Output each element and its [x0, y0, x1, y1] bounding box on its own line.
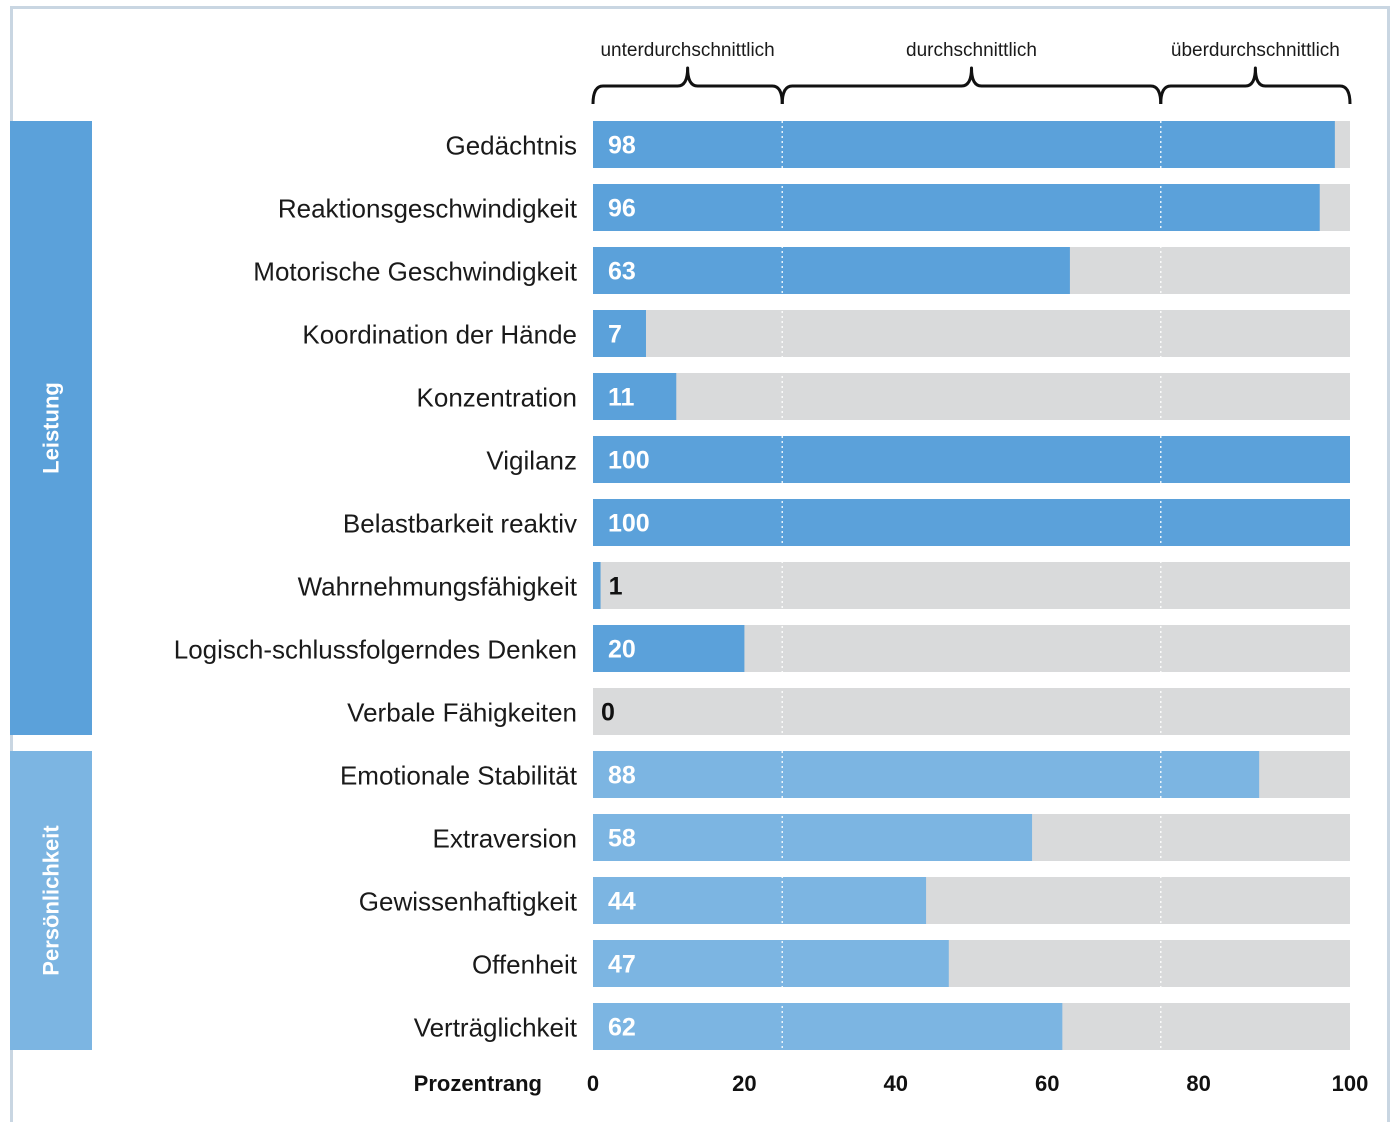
category-label: Gewissenhaftigkeit [359, 887, 578, 917]
category-label: Extraversion [433, 824, 578, 854]
band-brace [780, 66, 1163, 105]
value-label: 96 [608, 195, 636, 223]
bar-track [593, 310, 1350, 357]
bar [593, 121, 1335, 168]
band-brace [591, 66, 784, 105]
category-label: Vigilanz [486, 446, 577, 476]
value-label: 11 [608, 384, 635, 412]
value-label: 88 [608, 762, 636, 790]
band-label: überdurchschnittlich [1171, 40, 1340, 61]
bar [593, 310, 646, 357]
group-label: Persönlichkeit [39, 825, 64, 976]
group-bar [10, 121, 92, 735]
band-brace [1159, 66, 1352, 105]
bar [593, 499, 1350, 546]
category-label: Belastbarkeit reaktiv [343, 509, 577, 539]
bar [593, 436, 1350, 483]
category-label: Logisch-schlussfolgerndes Denken [174, 635, 577, 665]
x-tick-label: 100 [1332, 1071, 1369, 1096]
value-label: 1 [609, 573, 623, 601]
bar-track [593, 562, 1350, 609]
bar [593, 751, 1260, 798]
category-label: Reaktionsgeschwindigkeit [278, 194, 578, 224]
category-label: Koordination der Hände [302, 320, 577, 350]
value-label: 62 [608, 1014, 636, 1042]
category-label: Offenheit [472, 950, 578, 980]
bar [593, 814, 1033, 861]
value-label: 20 [608, 636, 636, 664]
value-label: 0 [601, 699, 615, 727]
value-label: 63 [608, 258, 636, 286]
x-axis-title: Prozentrang [414, 1071, 542, 1096]
category-label: Verbale Fähigkeiten [347, 698, 577, 728]
bar-track [593, 688, 1350, 735]
band-label: unterdurchschnittlich [600, 40, 774, 61]
x-tick-label: 20 [732, 1071, 756, 1096]
group-label: Leistung [39, 382, 64, 474]
category-label: Verträglichkeit [414, 1013, 578, 1043]
value-label: 100 [608, 510, 650, 538]
bar [593, 940, 949, 987]
value-label: 100 [608, 447, 650, 475]
category-label: Gedächtnis [445, 131, 577, 161]
value-label: 98 [608, 132, 636, 160]
value-label: 47 [608, 951, 636, 979]
category-label: Konzentration [417, 383, 577, 413]
bar [593, 1003, 1063, 1050]
group-bar [10, 751, 92, 1050]
bar [593, 562, 601, 609]
category-label: Motorische Geschwindigkeit [253, 257, 577, 287]
bar [593, 877, 927, 924]
value-label: 58 [608, 825, 636, 853]
category-label: Wahrnehmungsfähigkeit [298, 572, 578, 602]
x-tick-label: 80 [1186, 1071, 1210, 1096]
x-tick-label: 60 [1035, 1071, 1059, 1096]
value-label: 7 [608, 321, 622, 349]
x-tick-label: 40 [884, 1071, 908, 1096]
value-label: 44 [608, 888, 636, 916]
band-label: durchschnittlich [906, 40, 1037, 61]
x-tick-label: 0 [587, 1071, 599, 1096]
bar [593, 625, 745, 672]
category-label: Emotionale Stabilität [340, 761, 578, 791]
bar [593, 184, 1320, 231]
bar-track [593, 373, 1350, 420]
bar [593, 247, 1070, 294]
bar [593, 373, 677, 420]
